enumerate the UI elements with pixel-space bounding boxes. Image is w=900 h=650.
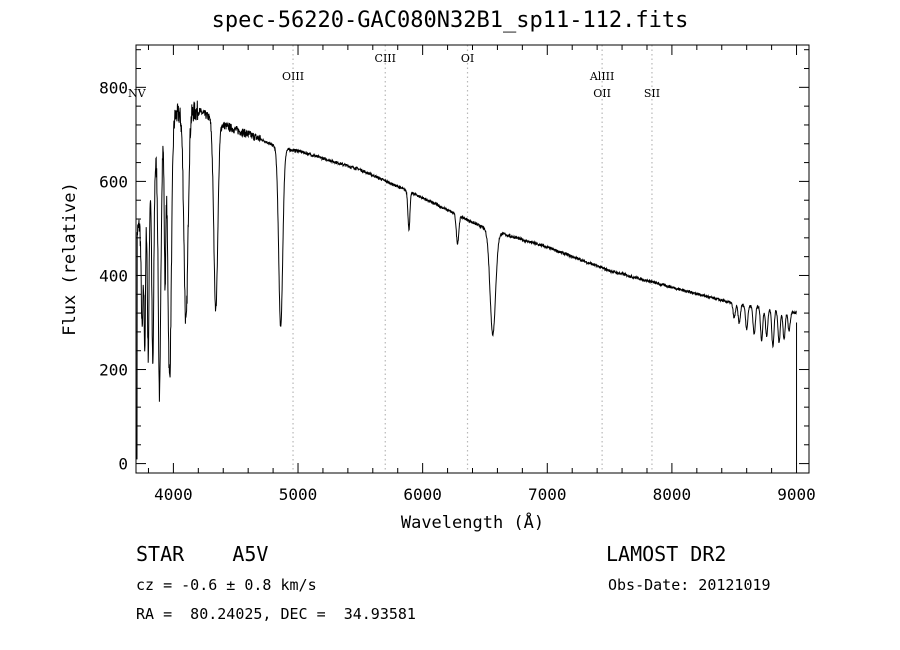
spectral-line-markers: NV OIII CIII OI AlIII OII SII (128, 45, 660, 473)
y-axis-label: Flux (relative) (60, 182, 80, 336)
x-tick-label: 9000 (777, 485, 816, 504)
line-label-aliii: AlIII (589, 70, 615, 83)
line-label-nv: NV (128, 87, 147, 100)
line-label-oi: OI (461, 52, 474, 65)
x-tick-label: 6000 (403, 485, 442, 504)
axes: 4000 5000 6000 7000 8000 9000 0 200 400 600 800 Wav… (60, 45, 816, 533)
line-label-sii: SII (644, 87, 660, 100)
chart-title: spec-56220-GAC080N32B1_sp11-112.fits (211, 8, 689, 33)
y-tick-label: 400 (99, 266, 128, 285)
obs-date: Obs-Date: 20121019 (608, 576, 771, 594)
line-label-oii: OII (593, 87, 611, 100)
x-tick-label: 4000 (154, 485, 193, 504)
object-class: STAR A5V (136, 542, 269, 566)
survey-name: LAMOST DR2 (606, 542, 727, 566)
y-tick-label: 600 (99, 172, 128, 191)
plot-frame (135, 44, 810, 474)
y-tick-label: 200 (99, 361, 128, 380)
line-label-ciii: CIII (375, 52, 396, 65)
x-tick-label: 7000 (528, 485, 567, 504)
x-tick-label: 8000 (653, 485, 692, 504)
spectrum-line (136, 100, 797, 460)
coordinates: RA = 80.24025, DEC = 34.93581 (136, 605, 416, 623)
line-label-oiii: OIII (282, 70, 304, 83)
spectrum-series (136, 100, 798, 464)
x-tick-label: 5000 (279, 485, 318, 504)
redshift-readout: cz = -0.6 ± 0.8 km/s (136, 576, 317, 594)
y-tick-label: 0 (118, 455, 128, 474)
x-axis-label: Wavelength (Å) (401, 511, 544, 533)
y-tick-label: 800 (99, 78, 128, 97)
